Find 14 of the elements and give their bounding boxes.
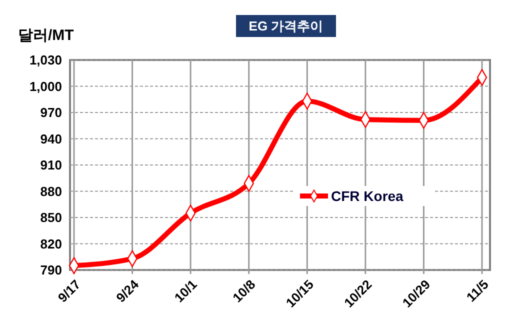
y-tick-label: 820 [40, 236, 62, 252]
x-tick-label: 9/24 [113, 276, 142, 306]
y-tick-label: 790 [40, 262, 62, 278]
y-axis-title: 달러/MT [18, 27, 74, 44]
y-tick-label: 880 [40, 184, 62, 199]
y-tick-label: 850 [40, 210, 62, 226]
chart-title: EG 가격추이 [248, 18, 324, 34]
y-tick-label: 1,030 [29, 52, 62, 68]
y-tick-label: 910 [40, 158, 62, 173]
y-tick-label: 970 [40, 105, 62, 120]
y-tick-label: 1,000 [29, 78, 62, 94]
x-tick-label: 10/1 [171, 276, 200, 306]
legend-label: CFR Korea [331, 188, 404, 204]
y-tick-label: 940 [40, 131, 62, 146]
